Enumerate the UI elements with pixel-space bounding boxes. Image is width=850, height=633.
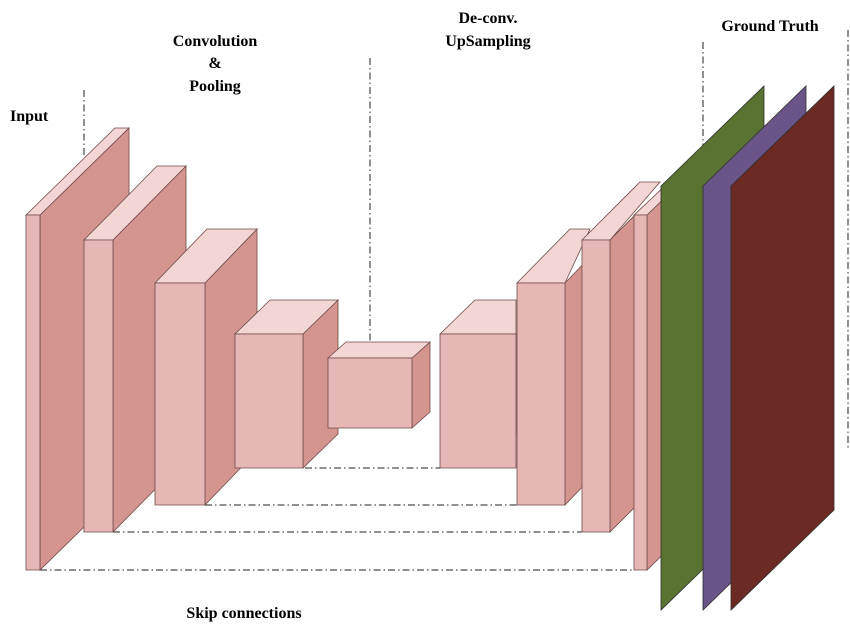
ground-truth-plane-red [730, 85, 835, 611]
label-ampersand: & [208, 55, 221, 72]
decoder-blocks [439, 181, 681, 571]
label-pooling: Pooling [189, 78, 241, 95]
label-input: Input [10, 108, 49, 125]
label-upsampling: UpSampling [445, 33, 530, 50]
ground-truth-planes [660, 85, 835, 611]
decoder-block-1 [439, 299, 517, 469]
label-ground-truth: Ground Truth [721, 18, 818, 35]
decoder-block-2 [516, 228, 591, 506]
label-deconv: De-conv. [458, 10, 517, 27]
label-convolution: Convolution [173, 33, 258, 50]
encoder-blocks [25, 127, 432, 571]
skip-connection-lines [40, 467, 634, 571]
bottleneck-block [326, 341, 432, 429]
label-skip-connections: Skip connections [186, 605, 301, 622]
encoder-block-4 [234, 299, 339, 469]
